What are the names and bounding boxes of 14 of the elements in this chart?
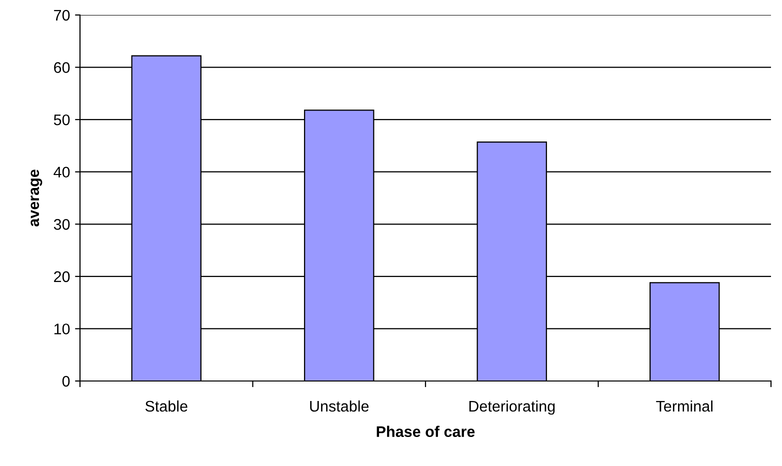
x-tick-label: Unstable <box>310 400 369 412</box>
y-tick-label: 20 <box>54 271 70 282</box>
x-axis-title: Phase of care <box>376 426 475 438</box>
x-tick-label: Deteriorating <box>469 400 555 415</box>
y-tick-label: 60 <box>54 62 70 73</box>
x-tick-label: Terminal <box>656 400 712 412</box>
y-tick-label: 10 <box>54 324 70 334</box>
y-tick-label: 40 <box>54 166 70 178</box>
y-tick-label: 70 <box>54 10 70 21</box>
y-axis-title: average <box>30 170 42 226</box>
y-tick-label: 50 <box>54 114 70 126</box>
y-tick-label: 0 <box>62 376 70 387</box>
x-tick-label: Stable <box>145 400 188 412</box>
y-tick-label: 30 <box>54 219 70 230</box>
